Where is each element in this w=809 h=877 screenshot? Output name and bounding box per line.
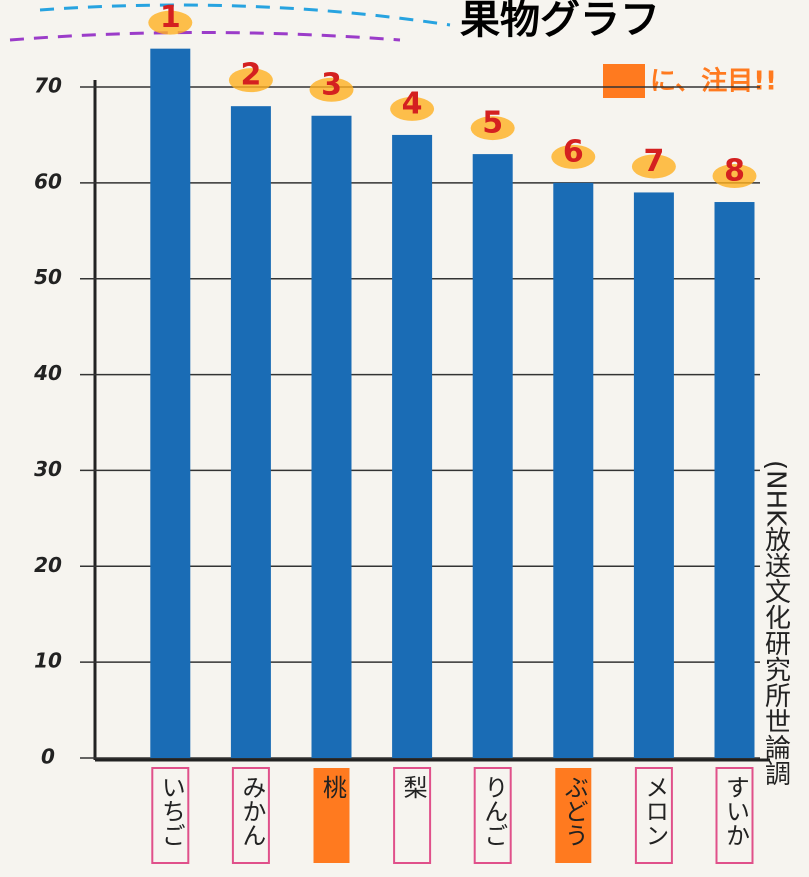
note: に、注目!! [650, 66, 777, 97]
y-tick-label: 10 [34, 649, 62, 673]
rank-label: 7 [643, 144, 664, 179]
category-box [393, 767, 432, 864]
bar [392, 134, 433, 758]
rank-mark [148, 10, 193, 35]
rank-label: 8 [724, 154, 745, 189]
x-tick-label: りんご [480, 775, 508, 847]
rank-mark [551, 144, 596, 169]
y-tick-label: 20 [34, 553, 62, 577]
category-box [555, 768, 592, 863]
category-box [473, 767, 512, 864]
category-box [313, 768, 350, 863]
y-tick-label: 70 [34, 74, 62, 98]
category-box [634, 767, 673, 864]
source: (NHK放送文化研究所世論調 [761, 460, 791, 786]
y-tick-label: 0 [41, 745, 55, 769]
rank-mark [390, 96, 435, 121]
bar [714, 202, 755, 758]
bar [553, 182, 594, 758]
y-tick-label: 50 [34, 265, 62, 289]
x-tick-label: すいか [722, 775, 750, 847]
x-tick-label: 梨 [399, 775, 427, 799]
y-tick-label: 60 [34, 169, 62, 193]
category-box [715, 767, 754, 864]
decoration [39, 3, 451, 27]
rank-label: 1 [160, 0, 181, 35]
rank-label: 6 [563, 134, 584, 169]
chart-title: 果物グラフ [460, 0, 660, 43]
bar [472, 154, 513, 759]
rank-mark [631, 154, 676, 179]
note-swatch [603, 64, 645, 98]
x-tick-label: ぶどう [560, 775, 588, 847]
rank-mark [228, 68, 273, 93]
x-tick-label: 桃 [319, 775, 347, 799]
x-tick-label: いちご [157, 775, 185, 847]
bar [230, 106, 271, 758]
rank-label: 3 [321, 67, 342, 102]
category-box [231, 767, 270, 864]
decoration [9, 31, 401, 42]
category-box [151, 767, 190, 864]
x-tick-label: メロン [641, 775, 669, 847]
rank-mark [309, 77, 354, 102]
y-tick-label: 40 [33, 361, 62, 385]
x-tick-label: みかん [238, 775, 266, 847]
bar [633, 192, 674, 758]
rank-label: 4 [402, 86, 423, 121]
bar [150, 48, 191, 758]
rank-label: 5 [482, 106, 503, 141]
y-tick-label: 30 [34, 457, 62, 481]
bar [311, 115, 352, 758]
rank-mark [712, 164, 757, 189]
rank-mark [470, 116, 515, 141]
rank-label: 2 [240, 58, 261, 93]
